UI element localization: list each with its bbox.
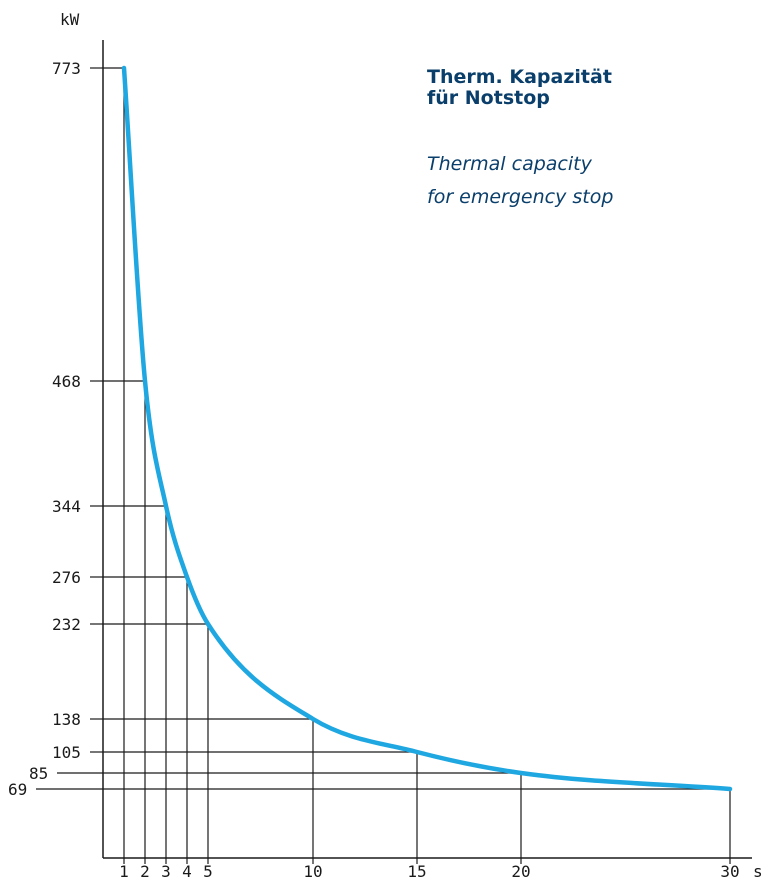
series-line <box>121 65 733 792</box>
y-tick-label: 105 <box>52 743 81 762</box>
title-de-line2: für Notstop <box>427 87 550 109</box>
x-tick-label: 1 <box>119 862 129 881</box>
y-tick-label: 138 <box>52 710 81 729</box>
guide-lines <box>103 67 731 858</box>
x-tick-label: 30 <box>720 862 739 881</box>
axes <box>102 40 752 859</box>
x-axis-label: s <box>753 862 763 881</box>
y-tick-label: 85 <box>29 764 48 783</box>
title-de-line1: Therm. Kapazität <box>427 66 612 88</box>
x-tick-label: 5 <box>203 862 213 881</box>
x-tick-label: 15 <box>407 862 426 881</box>
x-ticks: 1 2 3 4 5 10 15 20 30 <box>119 858 740 881</box>
y-tick-label: 468 <box>52 372 81 391</box>
x-tick-label: 10 <box>303 862 322 881</box>
y-tick-label: 344 <box>52 497 81 516</box>
y-tick-label: 276 <box>52 568 81 587</box>
y-axis-label: kW <box>60 10 80 29</box>
x-tick-label: 3 <box>161 862 171 881</box>
y-tick-label: 232 <box>52 615 81 634</box>
x-tick-label: 2 <box>140 862 150 881</box>
y-tick-label: 69 <box>8 780 27 799</box>
x-tick-label: 20 <box>511 862 530 881</box>
x-tick-label: 4 <box>182 862 192 881</box>
title-en-line1: Thermal capacity <box>427 153 593 175</box>
title-en-line2: for emergency stop <box>427 186 613 208</box>
y-tick-label: 773 <box>52 59 81 78</box>
